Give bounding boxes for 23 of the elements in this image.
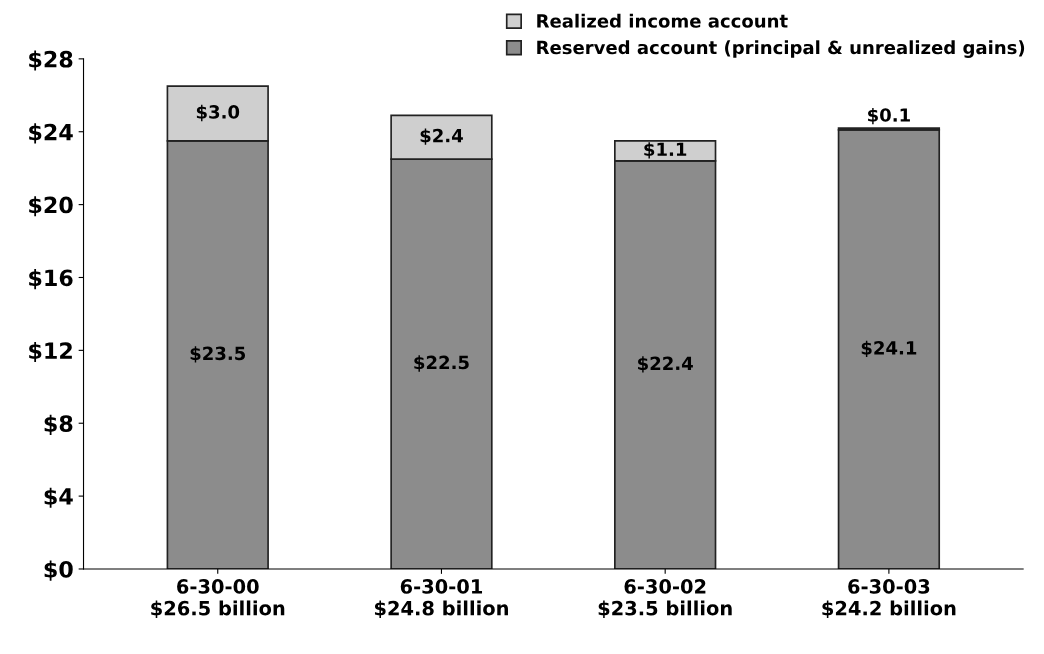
data-label: $3.0 (196, 104, 240, 122)
y-tick-label: $16 (29, 269, 73, 290)
x-tick-label: 6-30-01 $24.8 billion (374, 579, 508, 619)
legend-label: Realized income account (537, 13, 788, 28)
data-label: $2.4 (420, 128, 463, 145)
x-tick-label: 6-30-03 $24.2 billion (822, 579, 956, 619)
y-tick-label: $24 (29, 123, 73, 144)
data-label: $0.1 (868, 107, 910, 125)
x-tick-label: 6-30-00 $26.5 billion (151, 579, 285, 619)
bar (837, 129, 941, 569)
y-tick-label: $0 (44, 560, 73, 581)
y-tick-label: $4 (44, 487, 73, 508)
data-label: $22.5 (414, 355, 469, 372)
y-tick-label: $12 (29, 341, 72, 363)
y-tick-label: $28 (29, 50, 73, 71)
y-tick-label: $8 (44, 414, 73, 435)
legend-label: Reserved account (principal & unrealized gains) (537, 40, 1025, 58)
data-label: $24.1 (861, 340, 917, 358)
data-label: $23.5 (190, 346, 246, 363)
data-label: $22.4 (638, 356, 693, 373)
x-tick-label: 6-30-02 $23.5 billion (598, 579, 732, 619)
data-label: $1.1 (644, 142, 687, 159)
y-tick-label: $20 (29, 196, 73, 217)
